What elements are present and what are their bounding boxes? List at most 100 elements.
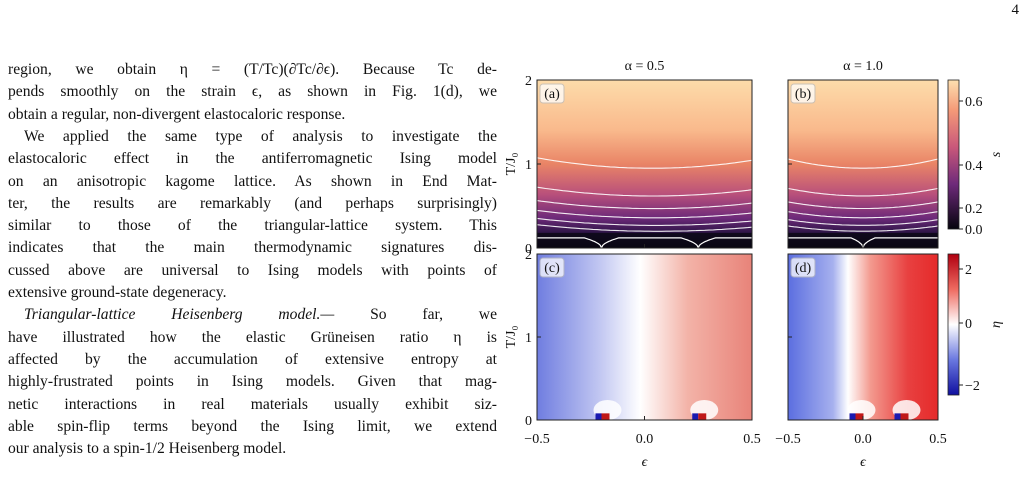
- text-line: affected by the accumulation of extensiv…: [8, 350, 497, 370]
- text-span: indicates that the main thermodynamic si…: [8, 239, 497, 257]
- text-span: ter, the results are remarkably (and per…: [8, 194, 497, 212]
- page-number: 4: [1011, 2, 1020, 18]
- heatmap-band: [537, 232, 752, 248]
- heatmap-feature: [601, 413, 610, 420]
- text-span: elastocaloric effect in the antiferromag…: [8, 150, 497, 168]
- y-tick-label: 1: [525, 331, 532, 346]
- text-span: able spin-flip terms beyond the Ising li…: [8, 417, 497, 435]
- text-span: affected by the accumulation of extensiv…: [8, 350, 497, 368]
- contour: [787, 219, 939, 226]
- text-line: We applied the same type of analysis to …: [8, 127, 497, 147]
- text-span: extensive ground-state degeneracy.: [8, 284, 227, 301]
- contour: [787, 201, 939, 210]
- text-span: similar to those of the triangular-latti…: [8, 217, 497, 235]
- panel-label: (c): [544, 261, 560, 276]
- x-tick-label: −0.5: [775, 432, 800, 447]
- colorbar-label: η: [989, 321, 1004, 328]
- text-line: region, we obtain η = (T/Tc)(∂Tc/∂ϵ). Be…: [8, 60, 497, 80]
- text-span: on an anisotropic kagome lattice. As sho…: [8, 172, 497, 190]
- text-line: obtain a regular, non-divergent elastoca…: [8, 105, 497, 125]
- heatmap: [537, 254, 752, 420]
- text-span: highly-frustrated points in Ising models…: [8, 373, 497, 391]
- text-line: extensive ground-state degeneracy.: [8, 283, 497, 303]
- colorbar: [947, 79, 960, 230]
- contour: [787, 187, 939, 197]
- colorbar-tick-label: 0: [965, 317, 972, 332]
- colorbar-tick-label: 0.0: [965, 223, 983, 238]
- heatmap-feature: [692, 413, 699, 420]
- contour: [536, 209, 753, 219]
- x-axis-label: ϵ: [860, 455, 867, 470]
- text-line: able spin-flip terms beyond the Ising li…: [8, 417, 497, 437]
- contour: [536, 217, 753, 226]
- contour: [787, 225, 939, 232]
- x-tick-label: 0.5: [929, 432, 947, 447]
- panel-label: (b): [795, 87, 812, 102]
- colorbar-label: s: [989, 151, 1004, 157]
- text-line: highly-frustrated points in Ising models…: [8, 372, 497, 392]
- text-line: indicates that the main thermodynamic si…: [8, 238, 497, 258]
- text-line: have illustrated how the elastic Grüneis…: [8, 328, 497, 348]
- y-axis-label: T/J₀: [504, 153, 519, 176]
- y-tick-label: 1: [525, 158, 532, 173]
- x-tick-label: 0.0: [636, 432, 654, 447]
- x-tick-label: 0.5: [743, 432, 761, 447]
- text-line: ter, the results are remarkably (and per…: [8, 194, 497, 214]
- y-tick-label: 0: [525, 242, 532, 257]
- text-line: our analysis to a spin-1/2 Heisenberg mo…: [8, 439, 497, 459]
- text-line: pends smoothly on the strain ϵ, as shown…: [8, 82, 497, 102]
- panel-label-box: [539, 257, 565, 278]
- heatmap: [788, 254, 938, 420]
- heatmap: [537, 80, 752, 248]
- colorbar-tick-label: 0.2: [965, 202, 983, 217]
- contour: [787, 158, 939, 169]
- text-span: Triangular-lattice Heisenberg model.—: [24, 306, 335, 324]
- y-tick-label: 2: [525, 74, 532, 89]
- text-line: Triangular-lattice Heisenberg model.— So…: [8, 305, 497, 325]
- heatmap-feature: [855, 413, 864, 420]
- contour: [787, 211, 939, 219]
- heatmap-feature: [698, 413, 707, 420]
- panel-label-box: [790, 257, 816, 278]
- y-tick-label: 2: [525, 248, 532, 263]
- text-span: our analysis to a spin-1/2 Heisenberg mo…: [8, 440, 287, 458]
- contour: [536, 157, 753, 169]
- heatmap-band: [788, 232, 938, 248]
- column-title: α = 1.0: [843, 59, 883, 74]
- text-span: have illustrated how the elastic Grüneis…: [8, 328, 497, 346]
- text-line: on an anisotropic kagome lattice. As sho…: [8, 172, 497, 192]
- contour: [536, 200, 753, 210]
- x-tick-label: −0.5: [524, 432, 549, 447]
- panel-label-box: [790, 83, 816, 104]
- heatmap-feature: [595, 413, 602, 420]
- contour: [536, 186, 753, 197]
- text-span: We applied the same type of analysis to …: [24, 127, 497, 145]
- colorbar: [947, 253, 960, 396]
- y-axis-label: T/J₀: [504, 326, 519, 349]
- text-span: netic interactions in real materials usu…: [8, 395, 497, 413]
- colorbar-tick-label: 2: [965, 263, 972, 278]
- text-span: obtain a regular, non-divergent elastoca…: [8, 105, 346, 123]
- y-tick-label: 0: [525, 414, 532, 429]
- text-line: netic interactions in real materials usu…: [8, 395, 497, 415]
- text-span: region, we obtain η = (T/Tc)(∂Tc/∂ϵ). Be…: [8, 61, 497, 78]
- panel-label: (d): [795, 261, 812, 276]
- text-span: pends smoothly on the strain ϵ, as shown…: [8, 83, 497, 101]
- colorbar-tick-label: −2: [965, 379, 980, 394]
- contour: [536, 224, 753, 232]
- panel-label-box: [539, 83, 565, 104]
- panel-label: (a): [544, 87, 560, 102]
- heatmap-feature: [900, 413, 909, 420]
- text-line: elastocaloric effect in the antiferromag…: [8, 149, 497, 169]
- text-span: So far, we: [370, 306, 497, 324]
- heatmap-feature: [894, 413, 901, 420]
- contour: [537, 237, 752, 250]
- heatmap-feature: [849, 413, 856, 420]
- text-line: similar to those of the triangular-latti…: [8, 216, 497, 236]
- colorbar-tick-label: 0.6: [965, 95, 983, 110]
- column-title: α = 0.5: [625, 59, 665, 74]
- text-span: cussed above are universal to Ising mode…: [8, 261, 497, 279]
- x-tick-label: 0.0: [854, 432, 872, 447]
